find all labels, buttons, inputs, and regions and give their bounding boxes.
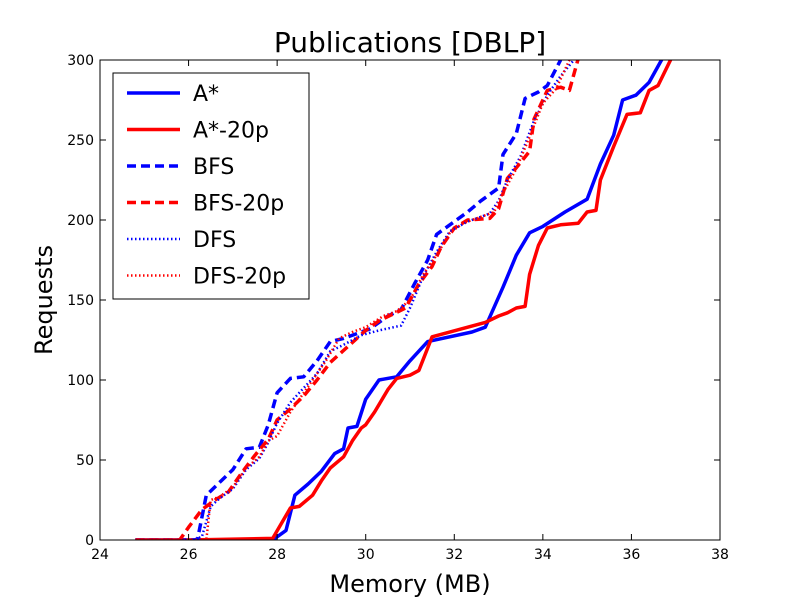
- legend-box: [112, 72, 310, 300]
- legend-entry-label: DFS-20p: [193, 265, 286, 290]
- legend-entry-label: A*: [193, 82, 219, 107]
- x-tick-label: 36: [623, 547, 641, 563]
- chart-title: Publications [DBLP]: [274, 26, 546, 59]
- legend-entry-label: DFS: [193, 228, 236, 253]
- x-tick-label: 28: [268, 547, 286, 563]
- x-tick-label: 34: [534, 547, 552, 563]
- legend: A* A*-20p BFS BFS-20p DFS DFS-20p: [112, 72, 310, 300]
- legend-entry-label: A*-20p: [193, 119, 269, 144]
- legend-entry-label: BFS: [193, 155, 234, 180]
- series-line-astar: [135, 60, 664, 540]
- x-tick-label: 26: [180, 547, 198, 563]
- y-tick-label: 300: [67, 53, 94, 69]
- ticks-layer: 24 26 28 30 32 34 36 38 0 50 100 150 200 250 300: [67, 53, 729, 563]
- x-axis-label: Memory (MB): [329, 570, 490, 598]
- y-tick-label: 150: [67, 293, 94, 309]
- x-tick-label: 24: [91, 547, 109, 563]
- series-line-dfs-20p: [135, 60, 571, 540]
- x-tick-label: 38: [711, 547, 729, 563]
- x-tick-label: 32: [445, 547, 463, 563]
- y-tick-label: 0: [85, 533, 94, 549]
- series-layer: [135, 60, 673, 540]
- series-line-bfs: [135, 60, 563, 540]
- series-line-astar-20p: [135, 60, 673, 540]
- series-line-dfs: [135, 60, 575, 540]
- legend-entry-label: BFS-20p: [193, 192, 284, 217]
- y-axis-label: Requests: [30, 245, 58, 355]
- series-line-bfs-20p: [135, 60, 580, 540]
- x-tick-label: 30: [357, 547, 375, 563]
- y-tick-label: 250: [67, 133, 94, 149]
- y-tick-label: 200: [67, 213, 94, 229]
- y-tick-label: 100: [67, 373, 94, 389]
- y-tick-label: 50: [76, 453, 94, 469]
